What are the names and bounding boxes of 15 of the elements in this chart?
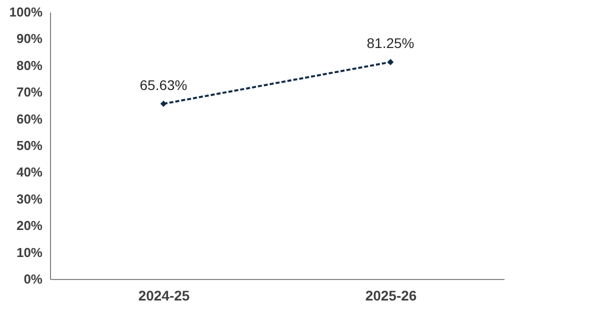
y-tick-label: 50% bbox=[16, 138, 43, 153]
y-tick-label: 30% bbox=[16, 191, 43, 206]
y-tick-label: 40% bbox=[16, 164, 43, 180]
y-tick-label: 10% bbox=[16, 244, 43, 260]
text: 81.25% bbox=[366, 35, 414, 52]
y-tick-label: 80% bbox=[16, 58, 43, 73]
y-tick-label: 100% bbox=[9, 4, 43, 20]
y-tick-label: 20% bbox=[16, 218, 43, 234]
x-tick-label: 2025-26 bbox=[365, 288, 417, 304]
text: 65.63% bbox=[140, 76, 188, 93]
y-tick-label: 90% bbox=[16, 31, 43, 46]
y-tick-label: 70% bbox=[16, 84, 43, 100]
x-tick-label: 2024-25 bbox=[138, 288, 190, 304]
y-tick-label: 0% bbox=[24, 272, 43, 286]
y-tick-label: 60% bbox=[16, 111, 43, 126]
